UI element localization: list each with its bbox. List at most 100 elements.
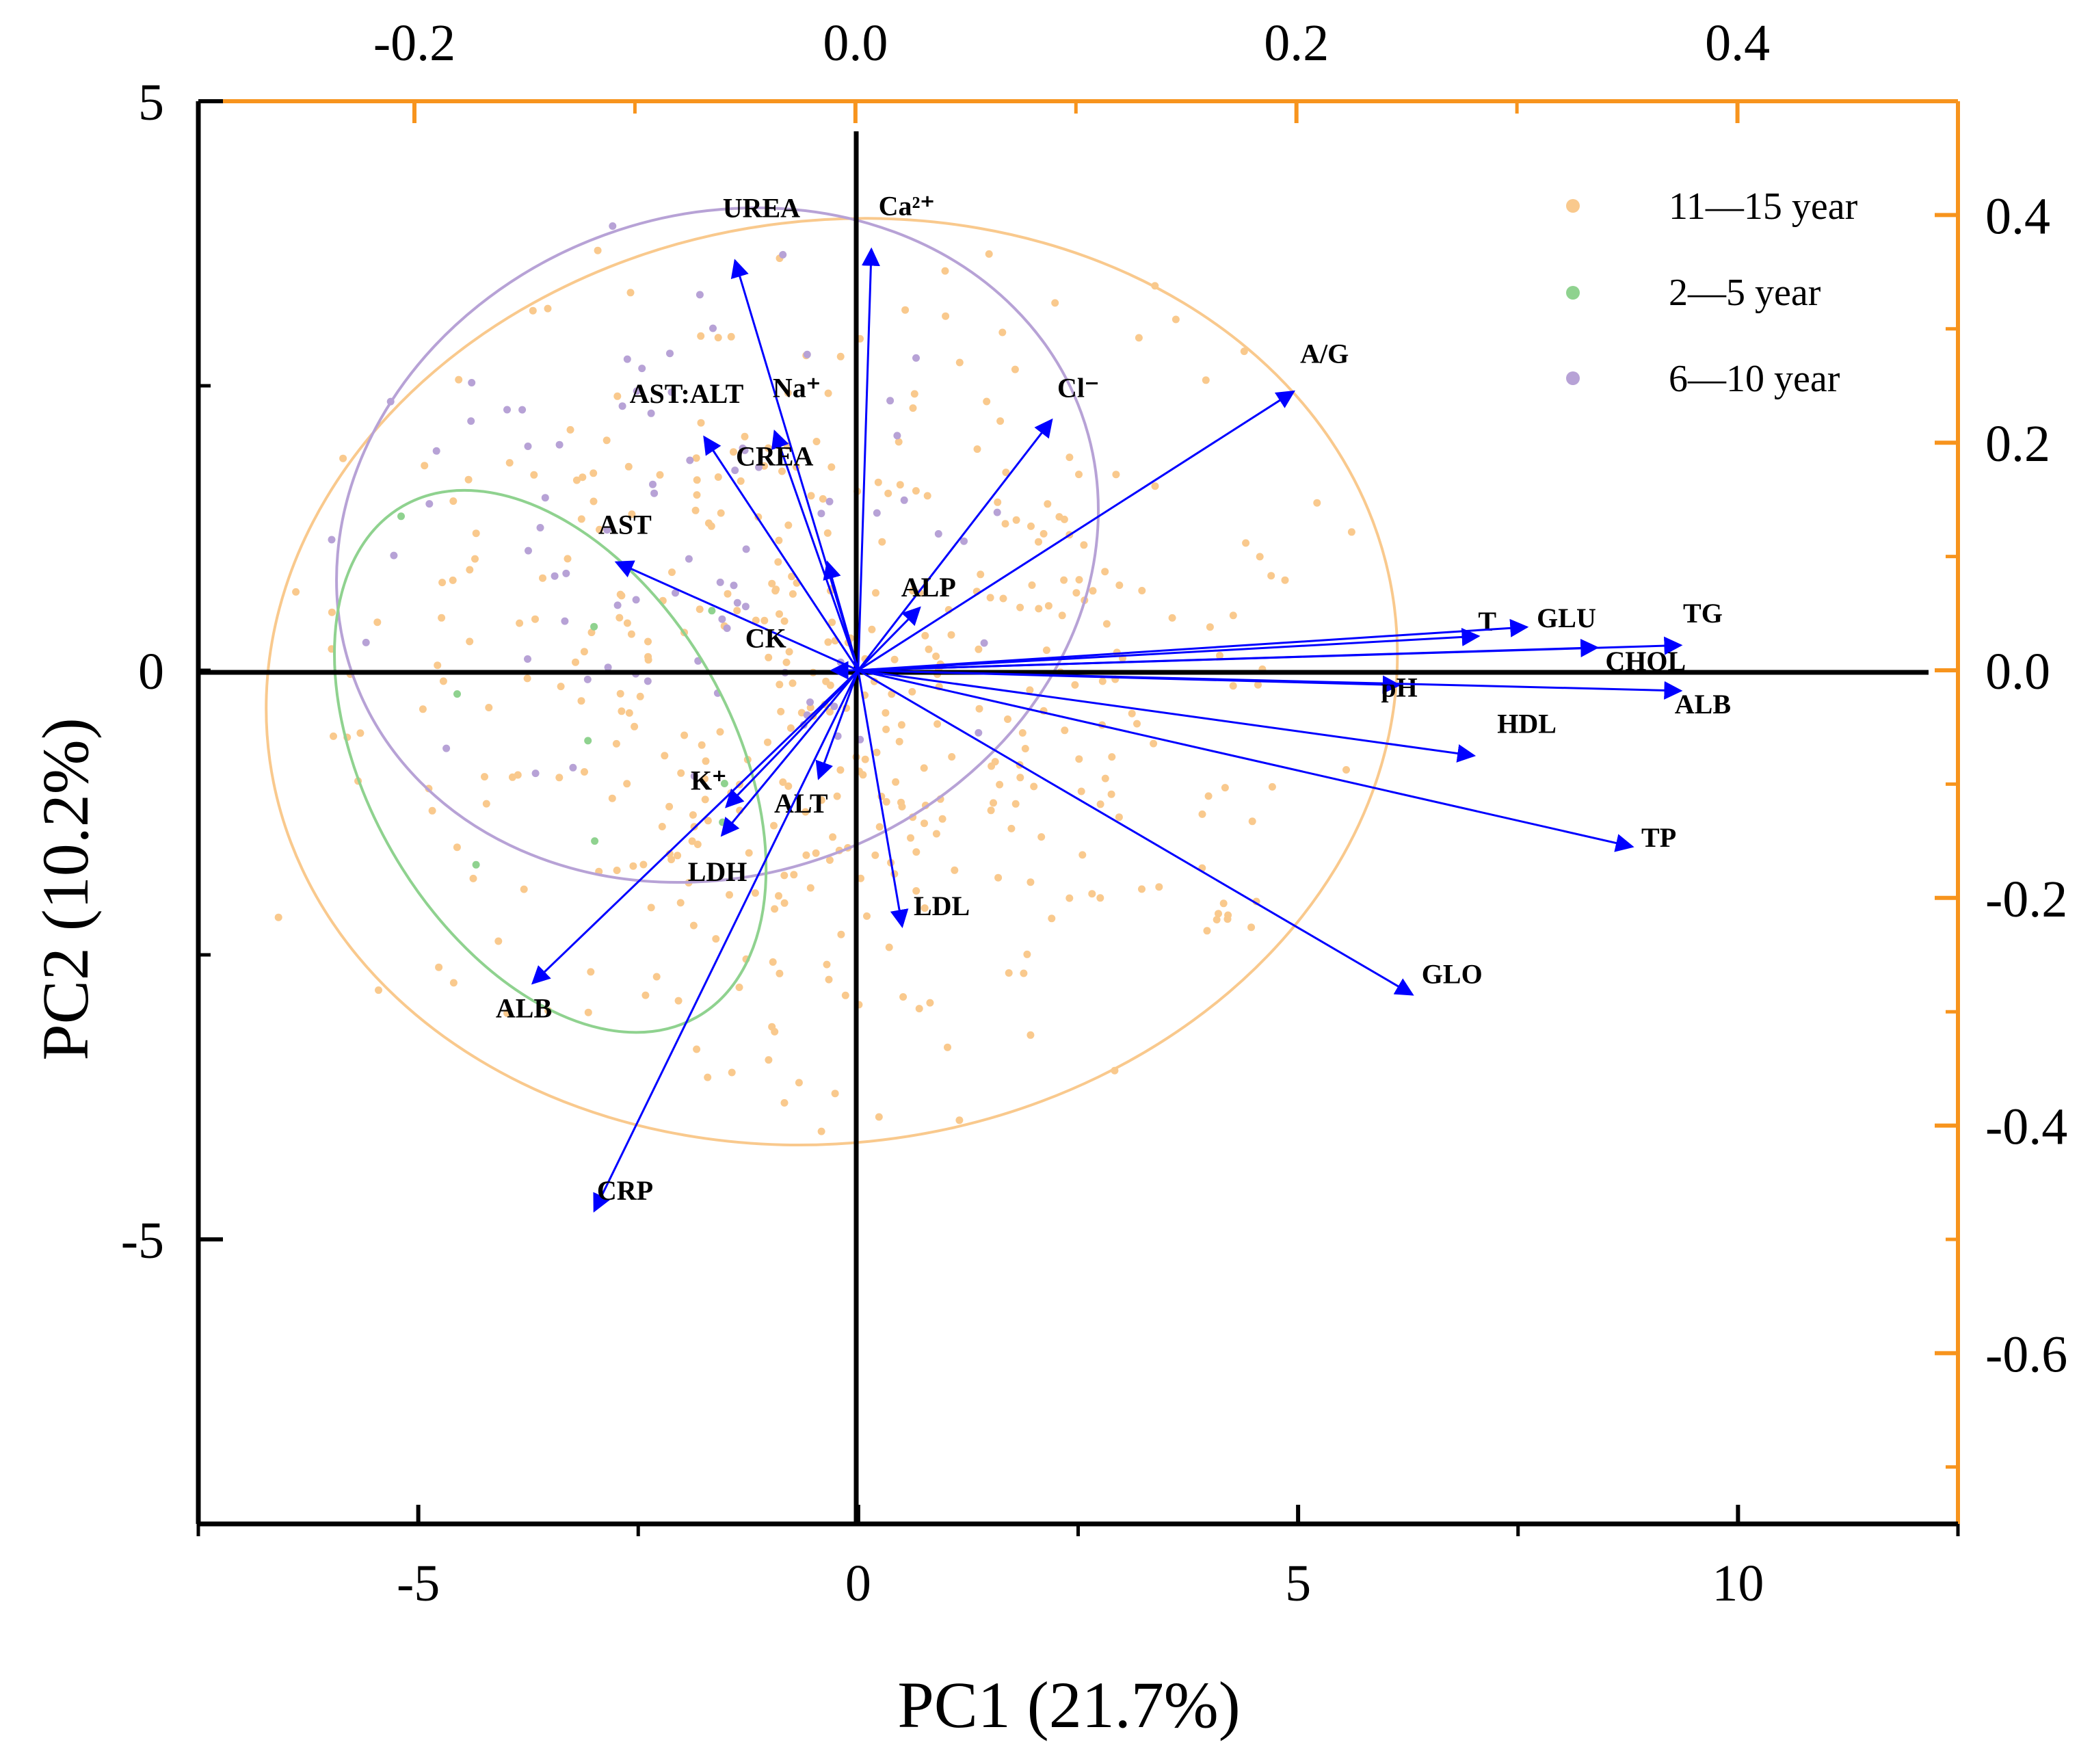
data-point-11-15 — [806, 884, 815, 892]
data-point-11-15 — [912, 487, 920, 495]
data-point-11-15 — [603, 436, 611, 445]
data-point-11-15 — [472, 529, 480, 538]
data-point-11-15 — [680, 731, 689, 739]
data-point-11-15 — [615, 614, 624, 622]
data-point-11-15 — [769, 958, 777, 966]
data-point-11-15 — [837, 930, 845, 938]
data-point-11-15 — [996, 780, 1004, 789]
data-point-11-15 — [1216, 651, 1223, 659]
data-point-11-15 — [1016, 774, 1024, 782]
data-point-6-10 — [609, 222, 617, 230]
data-point-11-15 — [733, 607, 741, 615]
loading-label: AST:ALT — [630, 378, 744, 409]
data-point-11-15 — [955, 358, 964, 367]
data-point-11-15 — [1215, 910, 1222, 918]
loading-label: ALT — [774, 788, 828, 819]
data-point-11-15 — [652, 973, 661, 981]
data-point-11-15 — [668, 568, 676, 577]
data-point-11-15 — [1007, 824, 1016, 832]
x-axis-title: PC1 (21.7%) — [897, 1668, 1240, 1741]
data-point-6-10 — [633, 387, 641, 395]
data-point-11-15 — [825, 856, 834, 864]
data-point-11-15 — [1242, 539, 1250, 547]
data-point-11-15 — [785, 648, 793, 656]
loading-arrows: UREA Ca²⁺ Na⁺ AST:ALT Cl⁻ A/G AST CREA ALP CK T GLU… — [496, 190, 1731, 1213]
data-point-11-15 — [831, 1090, 839, 1098]
data-point-11-15 — [833, 792, 841, 800]
data-point-11-15 — [677, 769, 685, 777]
data-point-11-15 — [1075, 576, 1083, 584]
loading-label: GLU — [1537, 603, 1596, 633]
data-point-6-10 — [900, 496, 908, 504]
data-point-11-15 — [895, 438, 903, 446]
data-point-6-10 — [518, 406, 527, 414]
data-point-11-15 — [572, 658, 579, 666]
data-point-11-15 — [994, 498, 1002, 506]
data-point-11-15 — [780, 899, 789, 907]
data-point-11-15 — [557, 683, 565, 691]
ellipse-11-15 — [265, 217, 1399, 1146]
data-point-11-15 — [1202, 376, 1210, 384]
data-point-11-15 — [916, 589, 924, 597]
data-point-11-15 — [780, 1098, 789, 1107]
data-point-6-10 — [468, 379, 476, 386]
data-point-11-15 — [789, 679, 797, 687]
data-point-11-15 — [892, 778, 900, 786]
data-point-11-15 — [1035, 538, 1042, 546]
data-point-11-15 — [1342, 766, 1350, 774]
data-point-11-15 — [760, 616, 769, 624]
data-point-11-15 — [932, 653, 940, 660]
data-point-6-10 — [667, 388, 676, 396]
data-point-11-15 — [581, 768, 588, 776]
data-point-11-15 — [812, 849, 820, 857]
data-point-11-15 — [466, 566, 474, 574]
loading-label: CHOL — [1605, 646, 1686, 676]
data-point-11-15 — [730, 448, 737, 456]
data-point-11-15 — [330, 732, 337, 740]
data-point-6-10 — [362, 638, 370, 646]
right-tick-label: 0.0 — [1985, 643, 2050, 700]
data-point-11-15 — [882, 725, 890, 733]
data-point-11-15 — [882, 798, 890, 806]
loading-label: pH — [1381, 672, 1417, 702]
loading-arrow — [730, 259, 860, 671]
loading-label: GLO — [1422, 959, 1483, 990]
data-point-11-15 — [693, 491, 701, 499]
loading-arrow — [771, 430, 860, 671]
data-point-11-15 — [692, 454, 700, 462]
data-point-11-15 — [523, 674, 531, 683]
data-point-11-15 — [647, 904, 655, 912]
data-point-11-15 — [944, 1043, 951, 1051]
data-point-11-15 — [863, 912, 871, 920]
data-point-11-15 — [790, 871, 798, 879]
data-point-6-10 — [536, 524, 544, 531]
data-point-11-15 — [1240, 347, 1248, 356]
data-point-11-15 — [775, 536, 783, 544]
data-point-2-5 — [591, 837, 599, 845]
data-point-11-15 — [485, 704, 493, 711]
data-point-11-15 — [988, 762, 996, 770]
data-point-6-10 — [638, 365, 646, 373]
data-point-11-15 — [926, 999, 934, 1007]
data-point-6-10 — [561, 617, 569, 625]
data-point-11-15 — [697, 332, 705, 340]
data-point-11-15 — [780, 617, 789, 625]
data-point-6-10 — [960, 537, 968, 545]
data-point-11-15 — [608, 794, 616, 802]
data-point-11-15 — [897, 798, 905, 806]
data-point-11-15 — [765, 1056, 773, 1064]
loading-arrow — [858, 390, 1295, 672]
data-point-6-10 — [649, 480, 657, 488]
data-point-11-15 — [1204, 792, 1213, 800]
data-point-11-15 — [1254, 681, 1262, 689]
data-point-11-15 — [1080, 541, 1088, 549]
data-point-11-15 — [947, 631, 955, 639]
data-point-11-15 — [623, 619, 631, 627]
data-point-11-15 — [624, 462, 633, 471]
data-point-11-15 — [802, 851, 810, 859]
data-point-6-10 — [993, 508, 1001, 516]
data-point-11-15 — [1065, 453, 1074, 462]
legend-marker-6-10 — [1566, 371, 1580, 385]
data-point-11-15 — [771, 587, 780, 595]
data-point-6-10 — [390, 551, 398, 560]
